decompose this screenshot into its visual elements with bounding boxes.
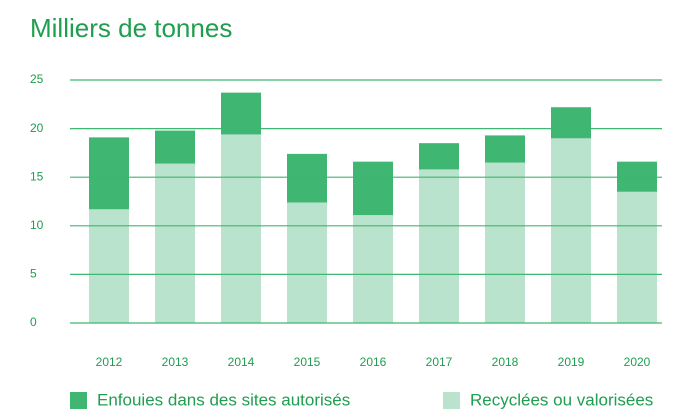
legend-swatch: [443, 392, 460, 409]
bar-segment: [353, 215, 393, 323]
y-tick-label: 5: [30, 267, 37, 281]
bar-segment: [485, 162, 525, 323]
x-tick-label: 2014: [228, 355, 255, 369]
bar-segment: [155, 130, 195, 164]
x-tick-label: 2015: [294, 355, 321, 369]
bar-segment: [221, 134, 261, 323]
x-tick-label: 2018: [492, 355, 519, 369]
x-tick-label: 2017: [426, 355, 453, 369]
bar-segment: [353, 161, 393, 216]
bar-segment: [221, 92, 261, 135]
bar-segment: [485, 135, 525, 163]
bar-segment: [419, 143, 459, 170]
chart-title: Milliers de tonnes: [30, 13, 232, 43]
bar-segment: [287, 153, 327, 203]
x-tick-label: 2013: [162, 355, 189, 369]
y-tick-label: 0: [30, 315, 37, 329]
x-tick-label: 2012: [96, 355, 123, 369]
y-tick-label: 15: [30, 169, 44, 183]
legend-swatch: [70, 392, 87, 409]
bar-segment: [551, 107, 591, 139]
y-tick-label: 10: [30, 218, 44, 232]
bar-segment: [155, 163, 195, 323]
legend-label: Recyclées ou valorisées: [470, 390, 653, 409]
legend-label: Enfouies dans des sites autorisés: [97, 390, 350, 409]
bar-segment: [287, 202, 327, 323]
bar-segment: [89, 137, 129, 210]
x-tick-label: 2019: [558, 355, 585, 369]
bar-segment: [551, 138, 591, 323]
bar-segment: [89, 209, 129, 323]
bar-segment: [617, 191, 657, 323]
x-tick-label: 2020: [624, 355, 651, 369]
y-tick-label: 25: [30, 72, 44, 86]
y-tick-label: 20: [30, 121, 44, 135]
bar-segment: [419, 169, 459, 323]
x-tick-label: 2016: [360, 355, 387, 369]
